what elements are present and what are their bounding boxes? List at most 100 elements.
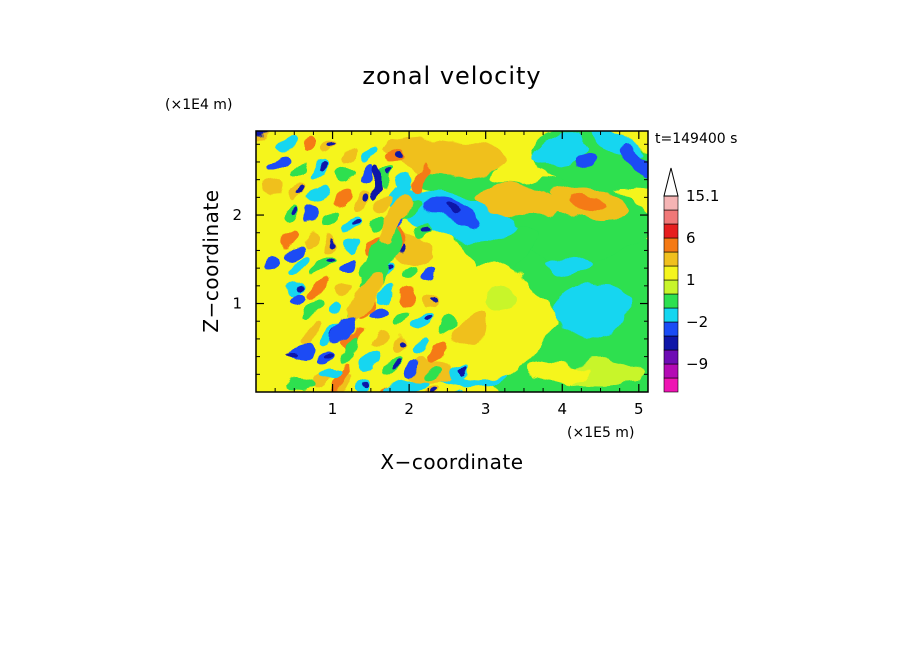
contour-blob	[430, 296, 438, 304]
colorbar-segment	[663, 223, 679, 239]
contour-blob	[377, 193, 413, 247]
contour-blob	[277, 228, 295, 244]
x-axis: 1 2 3 4 5	[274, 131, 644, 418]
contour-blob	[530, 360, 590, 380]
contour-blob	[331, 189, 349, 205]
contour-blob	[370, 171, 380, 199]
y-scale-label: (×1E4 m)	[165, 97, 232, 113]
contour-blob	[301, 324, 319, 340]
contour-blob	[375, 195, 393, 211]
contour-blob	[328, 143, 336, 151]
contour-blob	[296, 185, 304, 193]
contour-blob	[362, 194, 370, 202]
contour-field	[256, 131, 648, 392]
contour-blob	[347, 273, 383, 327]
contour-blob	[409, 246, 427, 262]
x-tick-label: 3	[481, 400, 491, 418]
contour-blob	[299, 231, 317, 247]
contour-blob	[309, 186, 327, 202]
contour-blob	[480, 184, 560, 216]
contour-blob	[369, 309, 387, 325]
contour-blob	[343, 237, 361, 253]
contour-blob	[394, 152, 402, 160]
contour-blob	[385, 136, 505, 174]
contour-blob	[573, 153, 597, 167]
contour-blob	[290, 288, 310, 302]
contour-blob	[363, 147, 381, 163]
contour-blob	[330, 236, 338, 244]
contour-blob	[267, 156, 285, 172]
x-axis-label: X−coordinate	[380, 450, 523, 474]
contour-blob	[267, 254, 277, 270]
contour-blob	[388, 379, 432, 391]
contour-blob	[386, 173, 394, 181]
contour-blob	[570, 197, 600, 213]
y-axis-label: Z−coordinate	[199, 189, 223, 332]
contour-blob	[420, 224, 428, 232]
contour-blob	[335, 258, 353, 274]
chart-title: zonal velocity	[362, 62, 541, 90]
colorbar-segment	[663, 265, 679, 281]
time-label: t=149400 s	[655, 131, 737, 147]
contour-blob	[345, 333, 363, 359]
colorbar-label: −2	[686, 313, 708, 331]
contour-blob	[333, 165, 351, 181]
contour-blob	[320, 164, 328, 172]
contour-blob	[320, 370, 340, 380]
colorbar-segment	[663, 251, 679, 267]
y-axis: 12	[232, 143, 648, 375]
contour-blob	[423, 270, 441, 286]
colorbar-segment	[663, 195, 679, 211]
colorbar-label: −9	[686, 355, 708, 373]
contour-blob	[366, 380, 374, 388]
contour-blob	[401, 267, 419, 283]
colorbar: 15.1 6 1 −2 −9	[663, 167, 719, 393]
contour-blob	[480, 285, 520, 315]
colorbar-segment	[663, 237, 679, 253]
contour-blob	[360, 229, 400, 291]
contour-blob	[333, 282, 351, 298]
contour-blob	[297, 138, 315, 154]
contour-blob	[627, 141, 648, 179]
colorbar-segment	[663, 209, 679, 225]
y-tick-label: 2	[232, 206, 242, 224]
contour-blob	[341, 144, 359, 160]
x-tick-label: 1	[328, 400, 338, 418]
contour-blob	[359, 354, 377, 370]
colorbar-segment	[663, 307, 679, 323]
contour-blob	[322, 257, 330, 265]
y-tick-label: 1	[232, 295, 242, 313]
contour-blob	[391, 312, 409, 328]
colorbar-segment	[663, 363, 679, 379]
contour-blob	[367, 333, 385, 349]
contour-blob	[265, 180, 283, 196]
contour-blob	[435, 318, 453, 334]
contour-blob	[323, 210, 341, 226]
contour-blob	[262, 134, 270, 142]
contour-blob	[403, 360, 421, 376]
contour-blob	[303, 300, 321, 316]
x-tick-label: 4	[557, 400, 567, 418]
x-tick-label: 2	[404, 400, 414, 418]
plot-frame	[255, 130, 649, 393]
colorbar-segment	[663, 279, 679, 295]
contour-blob	[398, 338, 406, 346]
colorbar-label: 15.1	[686, 187, 719, 205]
contour-blob	[289, 159, 307, 175]
contour-blob	[377, 288, 395, 304]
contour-blob	[284, 351, 296, 359]
contour-blob	[390, 359, 398, 367]
contour-blob	[354, 215, 362, 223]
colorbar-label: 6	[686, 229, 696, 247]
contour-blob	[545, 252, 595, 272]
contour-blob	[451, 314, 489, 346]
contour-blob	[411, 339, 429, 355]
colorbar-segment	[663, 349, 679, 365]
contour-blob	[425, 363, 443, 379]
contour-blob	[298, 278, 306, 286]
contour-blob	[399, 174, 417, 190]
contour-blob	[301, 207, 319, 223]
contour-blob	[456, 368, 464, 376]
colorbar-segment	[663, 293, 679, 309]
